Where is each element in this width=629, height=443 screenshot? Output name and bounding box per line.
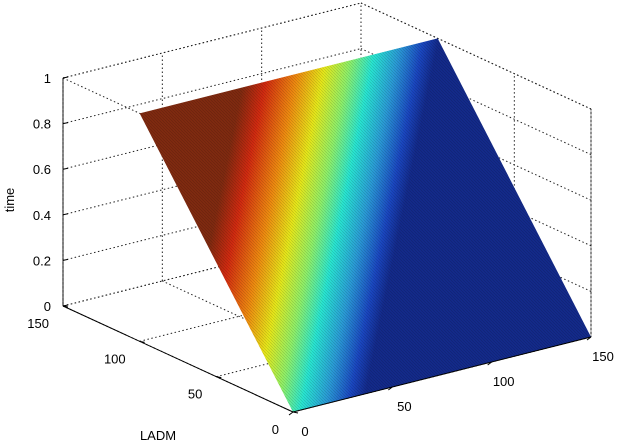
axes-box-front (62, 305, 592, 413)
z-tick-label: 0 (44, 299, 51, 314)
x-tick (487, 361, 492, 366)
y-tick (139, 340, 145, 343)
y-tick-label: 50 (188, 387, 202, 402)
x-tick-label: 0 (301, 424, 308, 439)
x-tick (586, 336, 592, 341)
y-tick (216, 376, 222, 379)
y-axis-label: LADM (140, 428, 176, 443)
z-tick (62, 167, 69, 170)
x-tick (388, 386, 393, 391)
z-tick (62, 213, 69, 216)
tick-marks (62, 76, 592, 416)
y-tick-label: 100 (104, 351, 126, 366)
z-tick-label: 1 (44, 71, 51, 86)
surface (139, 38, 591, 412)
z-tick-label: 0.4 (33, 208, 51, 223)
x-tick-label: 150 (592, 349, 614, 364)
z-tick (62, 76, 69, 79)
surface-mesh (139, 38, 591, 412)
x-tick (288, 411, 294, 416)
y-tick-label: 150 (27, 316, 49, 331)
z-tick (62, 258, 69, 261)
z-tick (62, 304, 69, 307)
z-tick (62, 122, 69, 125)
z-tick-label: 0.8 (33, 117, 51, 132)
z-tick-label: 0.6 (33, 162, 51, 177)
z-tick-label: 0.2 (33, 253, 51, 268)
y-tick-label: 0 (272, 422, 279, 437)
grid-line (62, 48, 362, 125)
z-axis-label: time (2, 188, 17, 213)
tick-labels: 0 50 100 150 0 50 100 150 0 0.2 0.4 0.6 0.8 1 (27, 71, 614, 439)
x-tick-label: 100 (493, 374, 515, 389)
x-tick-label: 50 (397, 399, 411, 414)
y-axis-line (62, 305, 294, 413)
y-tick (292, 411, 299, 414)
box-edge (62, 2, 362, 79)
x-axis-line (292, 336, 592, 413)
